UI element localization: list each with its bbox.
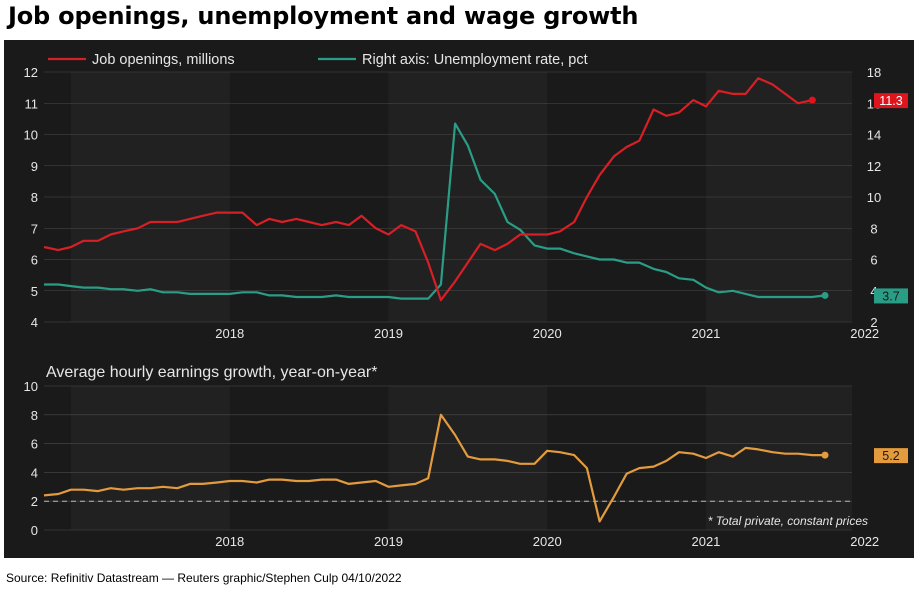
x-axis-tick: 2018 xyxy=(215,326,244,341)
wages-end-label: 5.2 xyxy=(882,449,899,463)
wage-chart-title: Average hourly earnings growth, year-on-… xyxy=(46,364,377,381)
year-band xyxy=(70,386,230,530)
bottom-chart: Average hourly earnings growth, year-on-… xyxy=(24,364,908,549)
x-axis-tick: 2022 xyxy=(850,534,879,549)
right-axis-tick: 18 xyxy=(867,65,881,80)
chart-title: Job openings, unemployment and wage grow… xyxy=(8,2,639,30)
right-axis-tick: 6 xyxy=(870,253,877,268)
openings-end-label-box xyxy=(874,93,908,109)
x-axis-tick: 2019 xyxy=(374,326,403,341)
x-axis-tick: 2019 xyxy=(374,534,403,549)
y-axis-tick: 6 xyxy=(31,437,38,452)
year-band xyxy=(388,386,548,530)
x-axis-tick: 2022 xyxy=(850,326,879,341)
right-axis-tick: 12 xyxy=(867,159,881,174)
unemployment-end-label: 3.7 xyxy=(882,289,899,303)
y-axis-tick: 0 xyxy=(31,523,38,538)
series-line-openings xyxy=(43,77,813,302)
y-axis-tick: 10 xyxy=(24,379,38,394)
right-axis-tick: 2 xyxy=(870,315,877,330)
left-axis-tick: 9 xyxy=(31,159,38,174)
y-axis-tick: 4 xyxy=(31,465,38,480)
y-axis-tick: 2 xyxy=(31,494,38,509)
unemployment-end-marker xyxy=(821,291,829,299)
wages-end-label-box xyxy=(874,448,908,464)
wages-end-marker xyxy=(821,451,829,459)
left-axis-tick: 6 xyxy=(31,253,38,268)
right-axis-tick: 14 xyxy=(867,128,881,143)
x-axis-tick: 2020 xyxy=(533,326,562,341)
left-axis-tick: 10 xyxy=(24,128,38,143)
right-axis-tick: 10 xyxy=(867,190,881,205)
left-axis-tick: 7 xyxy=(31,221,38,236)
openings-end-marker xyxy=(808,96,816,104)
left-axis-tick: 11 xyxy=(25,96,39,111)
left-axis-tick: 12 xyxy=(24,65,38,80)
source-note: Source: Refinitiv Datastream — Reuters g… xyxy=(6,571,402,585)
x-axis-tick: 2021 xyxy=(691,326,720,341)
left-axis-tick: 8 xyxy=(31,190,38,205)
x-axis-tick: 2018 xyxy=(215,534,244,549)
legend-label-unemployment: Right axis: Unemployment rate, pct xyxy=(362,52,588,68)
openings-end-label: 11.3 xyxy=(879,94,902,108)
legend-label-openings: Job openings, millions xyxy=(92,52,235,68)
wage-chart-footnote: * Total private, constant prices xyxy=(708,514,868,528)
left-axis-tick: 4 xyxy=(31,315,38,330)
series-line-unemployment xyxy=(44,122,826,300)
left-axis-tick: 5 xyxy=(31,284,38,299)
y-axis-tick: 8 xyxy=(31,408,38,423)
unemployment-end-label-box xyxy=(874,288,908,304)
year-band xyxy=(705,386,852,530)
x-axis-tick: 2020 xyxy=(533,534,562,549)
x-axis-tick: 2021 xyxy=(691,534,720,549)
right-axis-tick: 8 xyxy=(870,221,877,236)
series-line-wages xyxy=(43,413,825,523)
